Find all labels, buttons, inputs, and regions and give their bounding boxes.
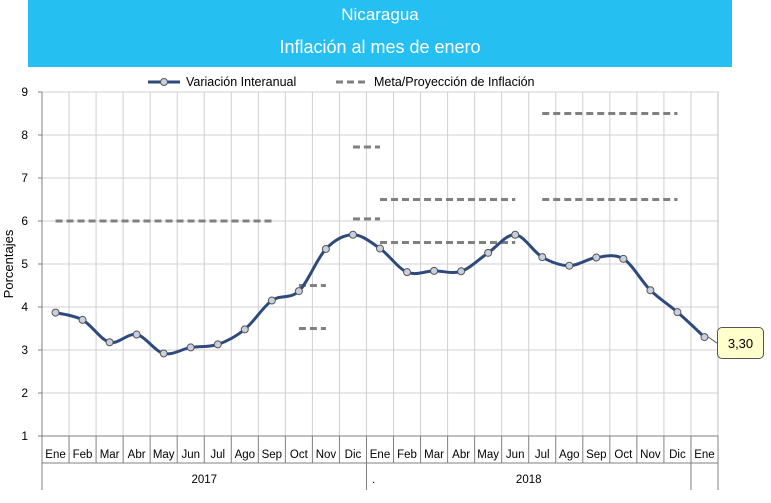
data-point — [538, 253, 547, 262]
x-tick-label: Jul — [210, 449, 225, 461]
data-point — [430, 266, 439, 275]
chart-subtitle: Inflación al mes de enero — [279, 37, 481, 57]
y-tick-label: 8 — [21, 128, 28, 142]
x-tick-label: Oct — [290, 449, 309, 461]
data-point — [511, 230, 520, 239]
x-tick-label: Mar — [100, 449, 120, 461]
x-tick-label: Jul — [535, 449, 550, 461]
data-point — [321, 244, 330, 253]
last-value-callout: 3,30 — [717, 327, 764, 359]
data-point — [619, 254, 628, 263]
data-point — [376, 244, 384, 253]
y-tick-label: 4 — [21, 300, 28, 314]
chart-title: Nicaragua — [341, 5, 419, 24]
x-tick-label: Nov — [316, 449, 337, 461]
data-point — [267, 296, 276, 305]
x-tick-label: May — [153, 449, 175, 461]
data-point — [592, 253, 601, 262]
legend-label-variacion: Variación Interanual — [186, 75, 296, 89]
data-point — [159, 349, 168, 358]
x-tick-label: Dic — [345, 449, 362, 461]
year-label-2018: 2018 — [516, 474, 542, 486]
data-point — [565, 261, 574, 270]
x-tick-label: Abr — [128, 449, 146, 461]
x-tick-label: Nov — [640, 449, 661, 461]
x-tick-label: Oct — [614, 449, 633, 461]
data-point — [673, 308, 682, 317]
data-point — [294, 287, 303, 296]
y-tick-label: 5 — [21, 257, 28, 271]
y-tick-label: 6 — [21, 214, 28, 228]
data-point — [78, 315, 87, 324]
x-tick-label: Jun — [506, 449, 525, 461]
y-tick-label: 3 — [21, 343, 28, 357]
data-point — [240, 325, 249, 334]
x-tick-label: Feb — [397, 449, 417, 461]
data-point — [51, 308, 60, 317]
data-point — [132, 330, 141, 339]
x-tick-label: Mar — [424, 449, 444, 461]
x-tick-label: Jun — [181, 449, 200, 461]
y-tick-label: 2 — [21, 386, 28, 400]
y-tick-label: 7 — [21, 171, 28, 185]
x-tick-label: Ago — [559, 449, 579, 461]
data-point — [457, 267, 466, 276]
legend-marker-variacion — [160, 78, 168, 86]
y-axis-label: Porcentajes — [1, 229, 16, 298]
x-tick-label: Abr — [452, 449, 470, 461]
year-label-dot: . — [372, 474, 375, 486]
data-point — [403, 268, 412, 277]
data-point — [186, 343, 195, 352]
x-tick-label: Dic — [669, 449, 686, 461]
x-tick-label: Sep — [586, 449, 606, 461]
data-point — [700, 333, 709, 342]
data-point — [213, 340, 222, 349]
x-tick-label: Ene — [370, 449, 390, 461]
data-point — [105, 338, 114, 347]
title-banner: Nicaragua Inflación al mes de enero — [28, 0, 732, 67]
data-point — [484, 248, 493, 257]
year-label-2017: 2017 — [191, 474, 217, 486]
y-tick-label: 9 — [21, 85, 28, 99]
x-tick-label: Sep — [262, 449, 282, 461]
y-tick-label: 1 — [21, 429, 28, 443]
legend-label-proyeccion: Meta/Proyección de Inflación — [374, 75, 535, 89]
x-tick-label: May — [477, 449, 499, 461]
x-tick-label: Ene — [45, 449, 65, 461]
callout-connector — [708, 336, 718, 344]
data-point — [348, 230, 357, 239]
x-tick-label: Feb — [73, 449, 93, 461]
x-tick-label: Ene — [694, 449, 714, 461]
x-tick-label: Ago — [235, 449, 255, 461]
data-point — [646, 286, 655, 295]
